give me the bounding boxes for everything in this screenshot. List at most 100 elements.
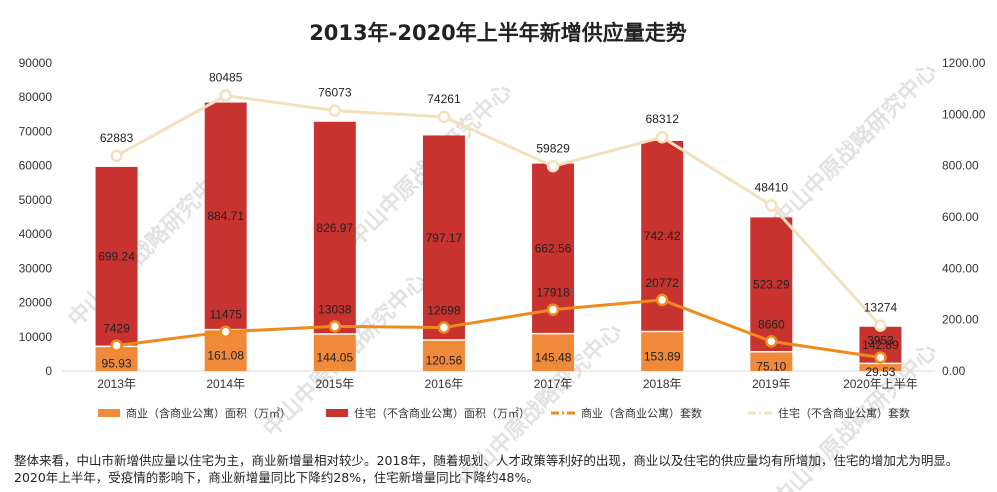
bar-commercial-area <box>422 340 465 371</box>
residential-area-label: 826.97 <box>316 221 353 235</box>
commercial-units-label: 3953 <box>867 333 894 347</box>
x-axis-tick-label: 2015年 <box>315 377 354 391</box>
commercial-area-label: 145.48 <box>535 350 572 364</box>
left-axis-tick-label: 70000 <box>19 124 53 138</box>
left-axis-ticks: 0 10000 20000 30000 40000 50000 60000 70000 8000… <box>19 56 53 378</box>
bar-commercial-area <box>641 331 684 371</box>
residential-units-label: 48410 <box>755 180 789 194</box>
residential-units-point <box>110 149 123 163</box>
commercial-units-label: 8660 <box>758 317 785 331</box>
right-axis-ticks: 0.00 200.00 400.00 600.00 800.00 1000.00 1200.… <box>942 56 986 378</box>
residential-units-point <box>655 130 669 144</box>
data-labels: 95.93 699.24 7429 62883 161.08 884.71 11475 804… <box>98 71 899 380</box>
x-axis-tick-label: 2018年 <box>643 377 682 391</box>
left-axis-tick-label: 50000 <box>19 193 53 207</box>
legend-label: 商业（含商业公寓）套数 <box>581 406 702 420</box>
bar-series <box>95 102 902 371</box>
left-axis-tick-label: 0 <box>45 364 52 378</box>
left-axis-tick-label: 30000 <box>19 261 53 275</box>
analysis-note: 整体来看，中山市新增供应量以住宅为主，商业新增量相对较少。2018年，随着规划、… <box>14 453 959 485</box>
x-axis-tick-label: 2019年 <box>752 377 791 391</box>
commercial-units-label: 17918 <box>536 286 570 300</box>
residential-area-label: 142.89 <box>862 338 899 352</box>
residential-units-label: 62883 <box>100 131 134 145</box>
residential-units-point <box>437 110 451 124</box>
bar-residential-area <box>422 135 465 341</box>
commercial-units-line <box>116 298 881 359</box>
bar-residential-area <box>313 121 356 335</box>
bar-commercial-area <box>859 363 902 371</box>
residential-units-label: 13274 <box>864 301 898 315</box>
legend-label: 住宅（不含商业公寓）套数 <box>778 406 910 420</box>
left-axis-tick-label: 20000 <box>19 296 53 310</box>
commercial-units-point <box>546 303 560 316</box>
left-axis-tick-label: 80000 <box>19 90 53 104</box>
right-axis-tick-label: 1000.00 <box>942 107 986 121</box>
commercial-units-point <box>765 335 778 348</box>
commercial-units-point <box>437 321 451 334</box>
commercial-units-label: 20772 <box>646 276 680 290</box>
commercial-units-point <box>328 320 342 333</box>
residential-area-label: 699.24 <box>98 250 135 264</box>
commercial-units-point <box>110 339 123 352</box>
commercial-area-label: 29.53 <box>865 365 895 379</box>
commercial-units-label: 11475 <box>209 308 242 322</box>
legend-swatch <box>98 409 120 417</box>
commercial-units-point <box>874 351 887 364</box>
bar-residential-area <box>204 102 247 330</box>
residential-units-point <box>219 89 232 102</box>
commercial-units-label: 12698 <box>427 304 461 318</box>
residential-units-point <box>546 160 560 173</box>
left-axis-tick-label: 40000 <box>19 227 53 241</box>
legend-label: 商业（含商业公寓）面积（万㎡） <box>126 406 291 420</box>
watermark-text: 中山中原战略研究中心 <box>768 58 942 232</box>
residential-area-label: 523.29 <box>753 278 790 292</box>
x-axis-tick-label: 2014年 <box>206 377 245 391</box>
commercial-area-label: 120.56 <box>426 354 463 368</box>
left-axis-tick-label: 10000 <box>19 330 53 344</box>
bar-commercial-area <box>532 333 575 371</box>
commercial-area-label: 144.05 <box>316 351 353 365</box>
right-axis-tick-label: 1200.00 <box>942 56 986 70</box>
residential-units-point <box>874 319 887 332</box>
bar-residential-area <box>95 166 138 347</box>
left-axis-tick-label: 90000 <box>19 56 53 70</box>
x-axis-tick-label: 2020年上半年 <box>843 377 918 391</box>
chart-title: 2013年-2020年上半年新增供应量走势 <box>309 21 687 45</box>
residential-units-label: 80485 <box>209 71 243 85</box>
residential-area-label: 884.71 <box>207 209 244 223</box>
legend-label: 住宅（不含商业公寓）面积（万㎡） <box>354 406 530 420</box>
commercial-area-label: 75.10 <box>756 359 786 373</box>
residential-area-label: 662.56 <box>535 242 572 256</box>
right-axis-tick-label: 400.00 <box>942 261 979 275</box>
commercial-units-label: 13038 <box>318 302 352 316</box>
legend: 商业（含商业公寓）面积（万㎡） 住宅（不含商业公寓）面积（万㎡） 商业（含商业公寓）… <box>98 406 910 420</box>
residential-units-label: 68312 <box>646 112 680 126</box>
line-series <box>110 89 887 364</box>
commercial-area-label: 161.08 <box>207 348 244 362</box>
bar-commercial-area <box>750 351 793 371</box>
residential-area-label: 797.17 <box>426 231 463 245</box>
right-axis-tick-label: 600.00 <box>942 210 979 224</box>
commercial-units-point <box>655 293 669 307</box>
left-axis-tick-label: 60000 <box>19 159 53 173</box>
residential-units-label: 74261 <box>427 92 461 106</box>
commercial-area-label: 95.93 <box>102 357 132 371</box>
x-axis-ticks: 2013年 2014年 2015年 2016年 2017年 2018年 2019年 2020年… <box>97 377 918 391</box>
legend-swatch <box>326 409 348 417</box>
x-axis-tick-label: 2017年 <box>534 377 573 391</box>
residential-units-label: 59829 <box>536 141 570 155</box>
commercial-area-label: 153.89 <box>644 349 681 363</box>
residential-units-point <box>328 104 342 117</box>
right-axis-tick-label: 0.00 <box>942 364 966 378</box>
x-axis-tick-label: 2016年 <box>425 377 464 391</box>
right-axis-tick-label: 200.00 <box>942 313 979 327</box>
residential-units-line <box>115 94 882 327</box>
bar-residential-area <box>750 217 793 352</box>
commercial-units-label: 7429 <box>103 322 130 336</box>
right-axis-tick-label: 800.00 <box>942 159 979 173</box>
residential-units-label: 76073 <box>318 86 352 100</box>
bar-commercial-area <box>313 334 356 371</box>
